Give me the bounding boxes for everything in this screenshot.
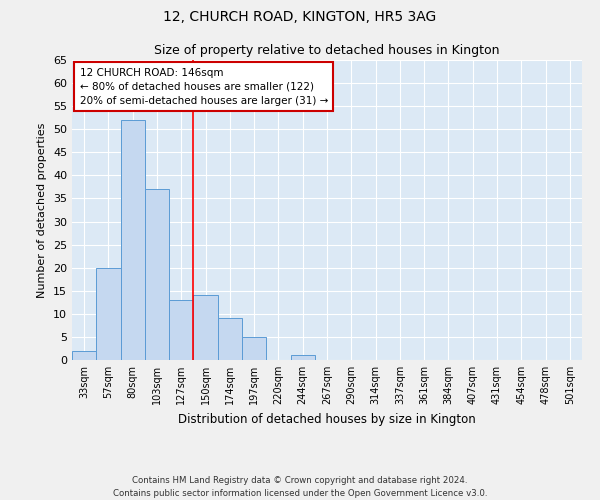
Bar: [72, 351, 96, 360]
Bar: [121, 120, 145, 360]
Text: Contains HM Land Registry data © Crown copyright and database right 2024.
Contai: Contains HM Land Registry data © Crown c…: [113, 476, 487, 498]
Text: 12, CHURCH ROAD, KINGTON, HR5 3AG: 12, CHURCH ROAD, KINGTON, HR5 3AG: [163, 10, 437, 24]
Bar: [193, 296, 218, 360]
Bar: [169, 300, 193, 360]
Text: 12 CHURCH ROAD: 146sqm
← 80% of detached houses are smaller (122)
20% of semi-de: 12 CHURCH ROAD: 146sqm ← 80% of detached…: [80, 68, 328, 106]
Bar: [145, 189, 169, 360]
Bar: [290, 356, 315, 360]
Y-axis label: Number of detached properties: Number of detached properties: [37, 122, 47, 298]
Bar: [96, 268, 121, 360]
Title: Size of property relative to detached houses in Kington: Size of property relative to detached ho…: [154, 44, 500, 58]
X-axis label: Distribution of detached houses by size in Kington: Distribution of detached houses by size …: [178, 412, 476, 426]
Bar: [218, 318, 242, 360]
Bar: [242, 337, 266, 360]
